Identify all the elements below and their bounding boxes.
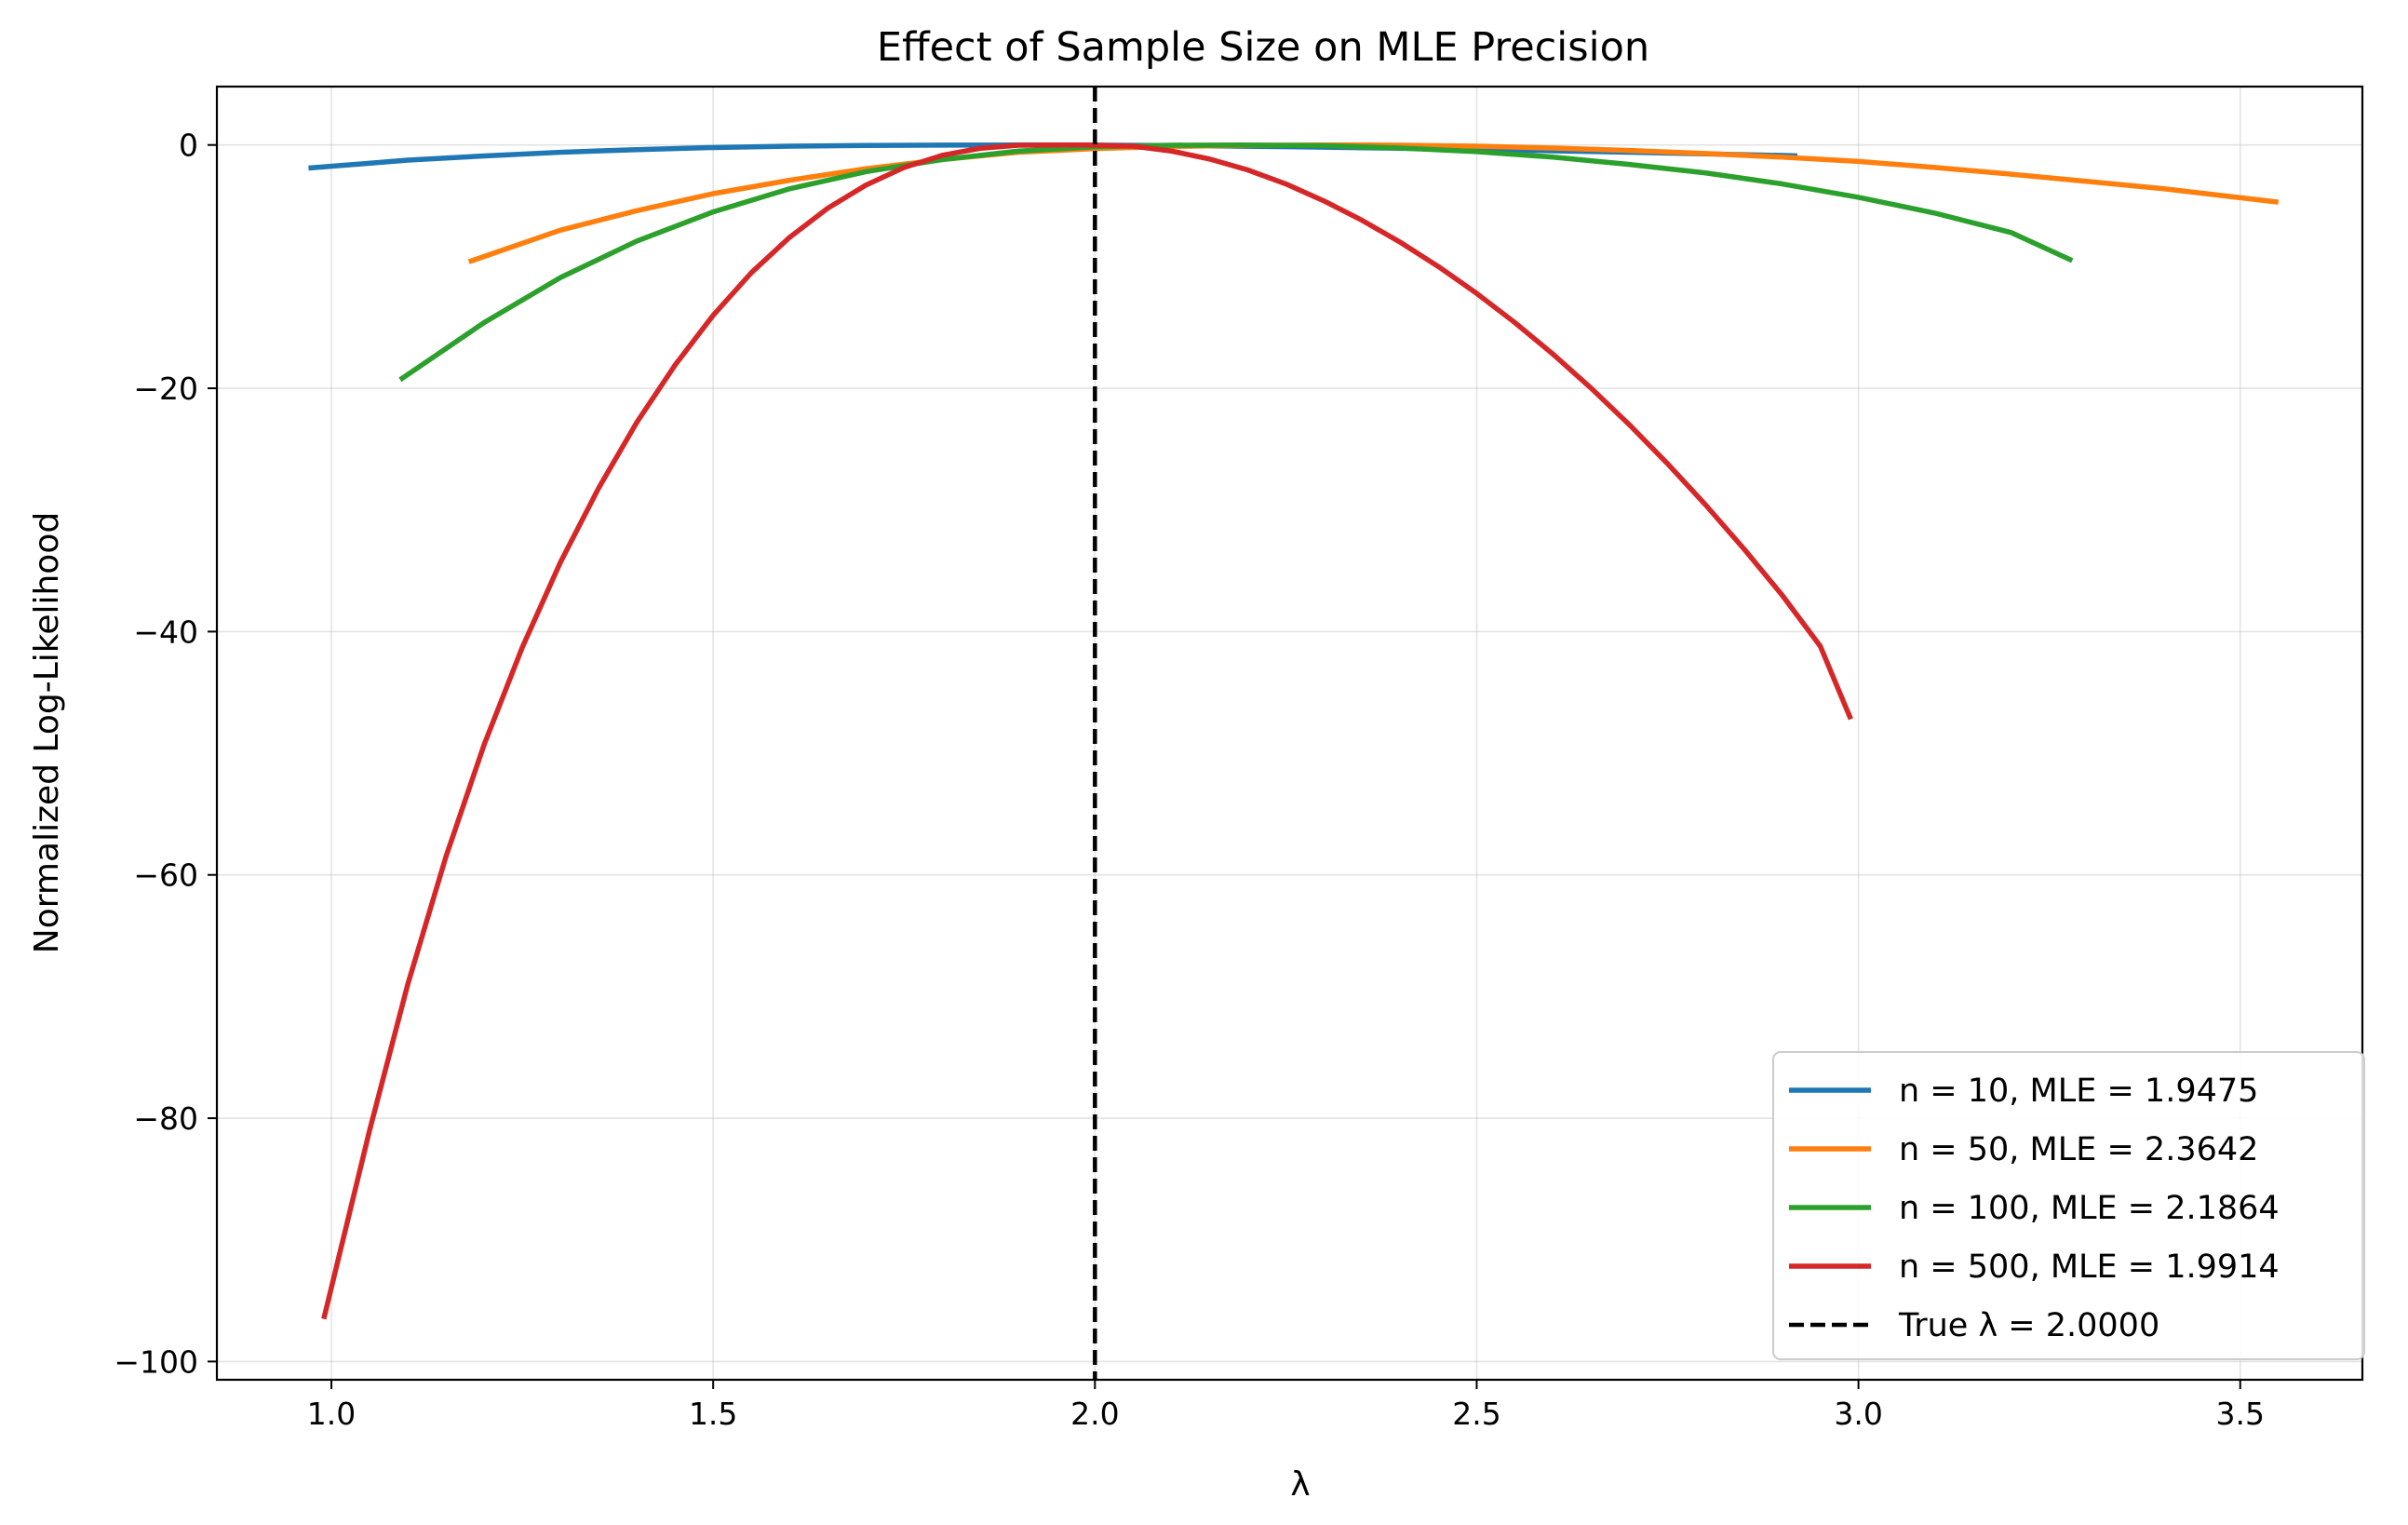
y-tick-label: −40 bbox=[133, 614, 198, 650]
y-tick-label: −100 bbox=[114, 1343, 198, 1380]
legend-items: n = 10, MLE = 1.9475 n = 50, MLE = 2.3642… bbox=[1789, 1073, 2280, 1344]
x-tick-label: 2.0 bbox=[1070, 1396, 1119, 1432]
y-tick-label: −60 bbox=[133, 857, 198, 894]
x-tick-label: 1.5 bbox=[689, 1396, 737, 1432]
legend-label: n = 50, MLE = 2.3642 bbox=[1899, 1131, 2258, 1168]
y-tick-label: −80 bbox=[133, 1100, 198, 1137]
x-axis-label: λ bbox=[1290, 1465, 1310, 1504]
legend-label: n = 10, MLE = 1.9475 bbox=[1899, 1073, 2258, 1110]
series-layer bbox=[308, 142, 2280, 1320]
y-tick-label: −20 bbox=[133, 371, 198, 407]
legend: n = 10, MLE = 1.9475 n = 50, MLE = 2.3642… bbox=[1772, 1051, 2365, 1360]
x-tick-label: 3.0 bbox=[1834, 1396, 1882, 1432]
legend-label: True λ = 2.0000 bbox=[1898, 1307, 2159, 1344]
series-line bbox=[398, 142, 2074, 383]
x-tick-label: 1.0 bbox=[307, 1396, 356, 1432]
plot-frame bbox=[215, 85, 2364, 1382]
x-tick-label: 3.5 bbox=[2216, 1396, 2265, 1432]
series-line bbox=[321, 142, 1853, 1320]
y-axis-label: Normalized Log-Likelihood bbox=[28, 512, 66, 953]
tick-layer: 1.0 1.5 2.0 2.5 3.0 3.5 0 −20 −40 −60 −80 −100 bbox=[114, 128, 2265, 1432]
legend-box bbox=[1772, 1051, 2365, 1360]
x-tick-label: 2.5 bbox=[1452, 1396, 1500, 1432]
legend-label: n = 100, MLE = 2.1864 bbox=[1899, 1190, 2280, 1227]
y-tick-label: 0 bbox=[179, 128, 198, 164]
legend-label: n = 500, MLE = 1.9914 bbox=[1899, 1248, 2280, 1286]
chart-title: Effect of Sample Size on MLE Precision bbox=[877, 24, 1649, 71]
